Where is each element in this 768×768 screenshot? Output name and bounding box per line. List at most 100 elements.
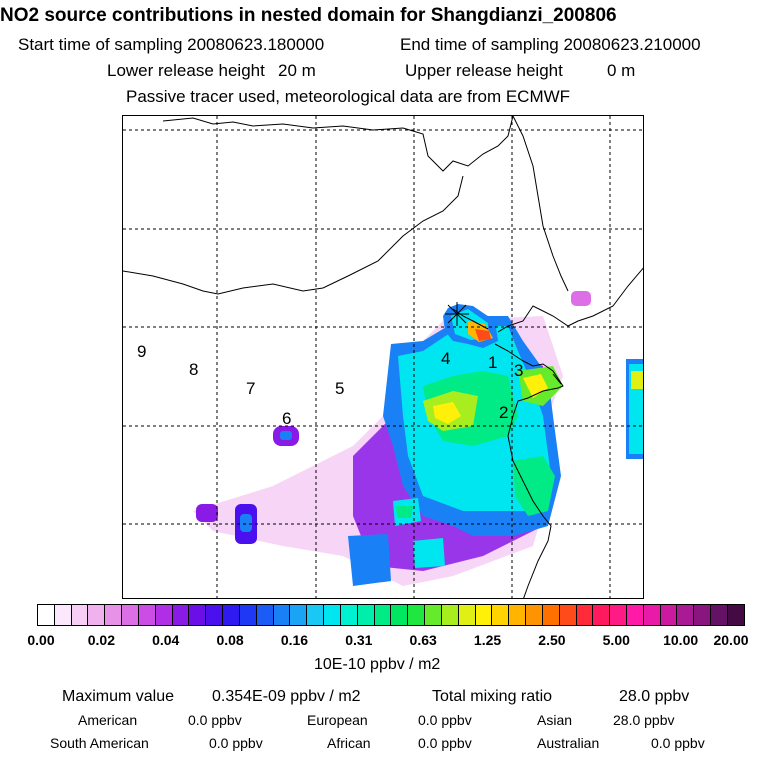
colorbar-tick-label: 1.25 (473, 632, 502, 648)
colorbar-swatch (374, 605, 392, 625)
map-panel: 1 2 3 4 5 6 7 8 9 (122, 115, 644, 599)
total-mixing-value: 28.0 ppbv (619, 688, 690, 705)
colorbar-tick-label: 0.63 (409, 632, 437, 648)
colorbar-tick-label: 10.00 (663, 632, 699, 648)
colorbar-swatch (425, 605, 442, 625)
colorbar-tick-label: 0.31 (345, 632, 373, 648)
region-american-value: 0.0 ppbv (188, 712, 242, 728)
south-patch-4 (348, 534, 391, 586)
colorbar-tick-label: 0.02 (87, 632, 115, 648)
colorbar-swatch (88, 605, 106, 625)
colorbar-swatch (677, 605, 695, 625)
colorbar-tick-label: 2.50 (538, 632, 566, 648)
colorbar-swatch (206, 605, 224, 625)
south-patch-1 (513, 456, 555, 516)
colorbar-swatch (559, 605, 577, 625)
coastlines (123, 116, 643, 598)
plot-title: NO2 source contributions in nested domai… (0, 5, 617, 26)
west-blob-a (196, 504, 218, 522)
colorbar-swatch (290, 605, 308, 625)
colorbar-swatch (391, 605, 409, 625)
colorbar-swatch (357, 605, 375, 625)
colorbar-swatch (307, 605, 325, 625)
upper-release-value: 0 m (607, 61, 636, 80)
region-southamerican-value: 0.0 ppbv (209, 735, 263, 751)
colorbar-swatch (239, 605, 257, 625)
max-value: 0.354E-09 ppbv / m2 (212, 688, 361, 705)
colorbar-swatch (660, 605, 678, 625)
colorbar-unit: 10E-10 ppbv / m2 (314, 656, 441, 673)
region-australian-value: 0.0 ppbv (651, 735, 705, 751)
colorbar-tick-label: 20.00 (713, 632, 749, 648)
north-east-blob (571, 291, 591, 306)
colorbar-swatch (458, 605, 476, 625)
region-asian-value: 28.0 ppbv (613, 712, 675, 728)
colorbar-swatch (711, 605, 728, 625)
concentration-field (193, 291, 643, 586)
end-time: End time of sampling 20080623.210000 (400, 35, 701, 54)
lower-release-label: Lower release height (107, 61, 265, 80)
south-patch-5 (413, 538, 445, 568)
map-canvas: 1 2 3 4 5 6 7 8 9 (123, 116, 643, 598)
region-label-9: 9 (137, 342, 146, 361)
region-label-2: 2 (499, 403, 508, 422)
region-african-name: African (327, 735, 371, 751)
region-african-value: 0.0 ppbv (418, 735, 472, 751)
south-patch-3 (395, 506, 413, 518)
max-value-label: Maximum value (62, 688, 175, 705)
colorbar-swatch (155, 605, 173, 625)
colorbar-tick-label: 0.08 (216, 632, 244, 648)
region-label-5: 5 (335, 379, 344, 398)
colorbar-swatch (475, 605, 493, 625)
colorbar-swatch (727, 605, 744, 625)
lower-release-value: 20 m (278, 61, 316, 80)
region-european-name: European (307, 712, 368, 728)
colorbar-swatch (71, 605, 89, 625)
west-blob-c-core (280, 431, 292, 440)
region-label-8: 8 (189, 360, 198, 379)
colorbar-tick-label: 0.16 (280, 632, 309, 648)
station-marker-icon (445, 302, 469, 326)
region-southamerican-name: South American (50, 735, 149, 751)
colorbar-swatch (172, 605, 190, 625)
colorbar-swatch (610, 605, 627, 625)
colorbar-swatch (643, 605, 661, 625)
colorbar-swatch (138, 605, 156, 625)
colorbar (37, 604, 745, 626)
colorbar-swatch (408, 605, 426, 625)
colorbar-swatch (526, 605, 543, 625)
colorbar-swatch (324, 605, 341, 625)
region-label-4: 4 (441, 349, 450, 368)
colorbar-swatch (542, 605, 560, 625)
colorbar-tick-label: 0.00 (27, 632, 55, 648)
colorbar-tick-label: 0.04 (152, 632, 180, 648)
colorbar-swatch (105, 605, 123, 625)
region-label-3: 3 (514, 361, 523, 380)
colorbar-swatch (256, 605, 274, 625)
colorbar-swatch (626, 605, 644, 625)
colorbar-swatch (122, 605, 139, 625)
colorbar-swatch (38, 605, 55, 625)
colorbar-swatch (593, 605, 611, 625)
colorbar-swatch (340, 605, 358, 625)
colorbar-swatch (492, 605, 510, 625)
region-european-value: 0.0 ppbv (418, 712, 472, 728)
tracer-note: Passive tracer used, meteorological data… (126, 87, 571, 106)
colorbar-swatch (441, 605, 459, 625)
edge-strip-yellow (631, 371, 643, 389)
region-label-6: 6 (282, 409, 291, 428)
grid (123, 116, 643, 598)
colorbar-swatch (694, 605, 712, 625)
upper-release-label: Upper release height (405, 61, 563, 80)
colorbar-tick-label: 5.00 (602, 632, 630, 648)
start-time: Start time of sampling 20080623.180000 (18, 35, 325, 54)
region-american-name: American (78, 712, 138, 728)
region-label-1: 1 (488, 353, 497, 372)
region-label-7: 7 (246, 379, 255, 398)
total-mixing-label: Total mixing ratio (432, 688, 553, 705)
plume-yellow (433, 402, 461, 424)
colorbar-swatch (576, 605, 594, 625)
region-asian-name: Asian (537, 712, 573, 728)
colorbar-swatch (273, 605, 291, 625)
colorbar-swatch (54, 605, 72, 625)
